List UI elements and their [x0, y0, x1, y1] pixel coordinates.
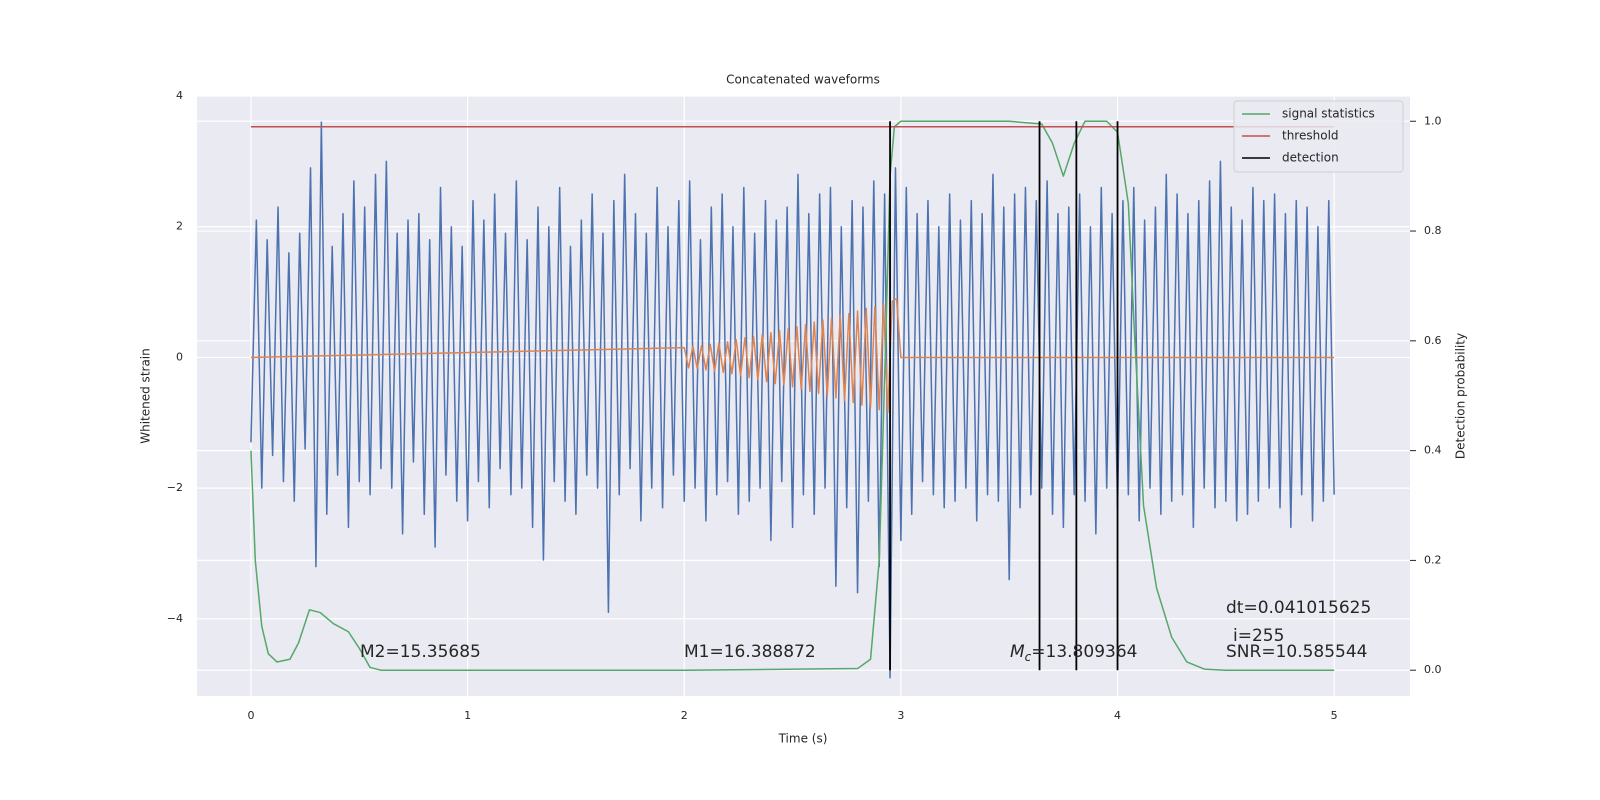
series-line — [250, 121, 1335, 679]
annotation: M2=15.35685 — [360, 642, 481, 662]
annotation: SNR=10.585544 — [1226, 642, 1368, 662]
y-tick-label: 4 — [176, 89, 183, 102]
annotation: Mc=13.809364 — [1010, 642, 1137, 664]
x-tick-label: 3 — [897, 709, 904, 722]
y2-tick-label: 1.0 — [1424, 114, 1442, 127]
y-tick-label: −4 — [167, 612, 183, 625]
annotation-text: i=255 — [1233, 626, 1284, 646]
annotation-text: M2=15.35685 — [360, 642, 481, 662]
annotation-text: =13.809364 — [1031, 642, 1137, 662]
series-line — [250, 120, 1335, 671]
plot-area — [197, 96, 1410, 696]
x-tick-label: 1 — [464, 709, 471, 722]
x-tick-label: 5 — [1331, 709, 1338, 722]
annotation-text: SNR=10.585544 — [1226, 642, 1368, 662]
x-axis-label: Time (s) — [778, 732, 828, 746]
annotation-subscript: c — [1025, 650, 1032, 664]
y-tick-label: −2 — [167, 481, 183, 494]
y2-tick-label: 0.6 — [1424, 334, 1442, 347]
x-tick-label: 4 — [1114, 709, 1121, 722]
annotation-text: M1=16.388872 — [684, 642, 816, 662]
legend-label: threshold — [1282, 129, 1339, 143]
annotation: dt=0.041015625 — [1226, 598, 1371, 618]
annotation: i=255 — [1233, 626, 1284, 646]
y2-tick-label: 0.8 — [1424, 224, 1442, 237]
y2-axis-label: Detection probability — [1454, 333, 1468, 459]
y2-tick-label: 0.4 — [1424, 444, 1442, 457]
x-tick-label: 2 — [681, 709, 688, 722]
y2-tick-label: 0.2 — [1424, 553, 1442, 566]
chart-title: Concatenated waveforms — [726, 73, 880, 87]
annotation-symbol: M — [1010, 642, 1025, 662]
y-tick-label: 0 — [176, 350, 183, 363]
y-tick-label: 2 — [176, 220, 183, 233]
legend-box — [1233, 100, 1404, 173]
y-axis-label: Whitened strain — [139, 348, 153, 444]
annotation: M1=16.388872 — [684, 642, 816, 662]
legend-label: detection — [1282, 151, 1339, 165]
x-tick-label: 0 — [247, 709, 254, 722]
y2-tick-label: 0.0 — [1424, 663, 1442, 676]
series-line — [250, 297, 1335, 414]
legend-label: signal statistics — [1282, 107, 1375, 121]
annotation-text: dt=0.041015625 — [1226, 598, 1371, 618]
